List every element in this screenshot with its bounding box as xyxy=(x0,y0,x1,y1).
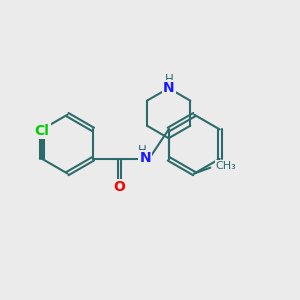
Text: N: N xyxy=(163,81,175,95)
Text: CH₃: CH₃ xyxy=(216,161,236,171)
Text: N: N xyxy=(35,122,46,136)
Text: H: H xyxy=(138,144,147,157)
Text: N: N xyxy=(140,151,151,165)
Text: H: H xyxy=(165,74,174,86)
Text: O: O xyxy=(114,180,125,194)
Text: Cl: Cl xyxy=(34,124,50,138)
